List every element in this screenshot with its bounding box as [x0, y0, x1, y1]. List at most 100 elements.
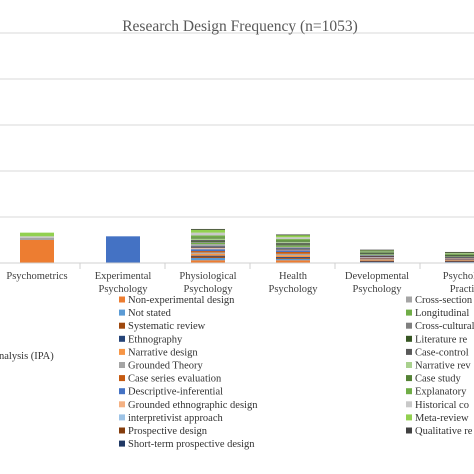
bar-segment: Psychology Practice – Ethnography: 1 — [445, 260, 474, 262]
legend-label: Cross-section — [415, 295, 473, 306]
bar-segment: Physiological Psychology – Cross-cultura… — [191, 241, 225, 243]
bar-segment: Psychology Practice – Historical co: 1 — [445, 252, 474, 254]
bar-segment: Psychology Practice – Case series evalua… — [445, 259, 474, 261]
bar-segment: Psychology Practice – Grounded Theory: 1 — [445, 259, 474, 261]
legend-label: Ethnography — [128, 334, 183, 345]
legend-swatch — [119, 296, 125, 303]
bar-segment: Health Psychology – interpretivist appro… — [276, 249, 310, 250]
legend-swatch — [119, 335, 125, 342]
legend-label: Case-control — [415, 347, 469, 358]
bar-segment: Physiological Psychology – Systematic re… — [191, 256, 225, 258]
bar-segment: Developmental Psychology – Meta-review: … — [360, 250, 394, 251]
bar-segment: Health Psychology – Case-control: 2 — [276, 242, 310, 244]
legend-item: Ethnography — [119, 334, 183, 345]
bar-segment: Psychology Practice – Explanatory: 1 — [445, 253, 474, 255]
legend-label: Historical co — [415, 400, 469, 411]
bar-segment: Health Psychology – Grounded Theory: 3 — [276, 253, 310, 256]
bar-segment: Health Psychology – Ethnography: 2 — [276, 257, 310, 258]
bar-segment: Psychology Practice – Literature re: 1 — [445, 255, 474, 256]
legend-swatch — [406, 309, 412, 316]
legend-swatch — [119, 309, 125, 316]
bar-segment: Developmental Psychology – Not stated: 1 — [360, 261, 394, 263]
legend-fragment-left: nalysis (IPA) — [0, 351, 54, 362]
legend-swatch — [406, 322, 412, 329]
bar-segment: Psychometrics – Meta-review: 8 — [20, 232, 54, 237]
bar-segment: Health Psychology – Longitudinal: 3 — [276, 245, 310, 247]
bar-segment: Health Psychology – Qualitative re: 1 — [276, 234, 310, 236]
bar-segment: Physiological Psychology – Case study: 3 — [191, 237, 225, 239]
bar-segment: Physiological Psychology – Qualitative r… — [191, 228, 225, 230]
legend-label: Explanatory — [415, 387, 467, 398]
bar-segment: Developmental Psychology – Descriptive-i… — [360, 257, 394, 259]
bars: Psychometrics – Non-experimental design:… — [20, 228, 474, 263]
legend-label: Qualitative re — [415, 426, 473, 437]
bar-segment: Physiological Psychology – Not stated: 5 — [191, 257, 225, 261]
bar-segment: Psychology Practice – Cross-section: 1 — [445, 256, 474, 258]
bar-segment: Health Psychology – Prospective design: … — [276, 248, 310, 250]
legend-item: Explanatory — [406, 387, 467, 398]
bar-segment: Psychology Practice – Grounded ethnograp… — [445, 258, 474, 260]
legend-swatch — [406, 414, 412, 421]
bar-segment: Psychology Practice – Narrative rev: 1 — [445, 254, 474, 256]
bar-segment: Physiological Psychology – Case-control:… — [191, 240, 225, 241]
bar-segment: Health Psychology – Descriptive-inferent… — [276, 250, 310, 252]
legend-item: Grounded ethnographic design — [119, 400, 258, 411]
legend: Non-experimental design Not stated Systema… — [119, 295, 474, 450]
legend-swatch — [406, 427, 412, 434]
bar-segment: Health Psychology – Short-term prospecti… — [276, 248, 310, 250]
legend-item: Prospective design — [119, 426, 208, 437]
legend-label: Descriptive-inferential — [128, 387, 223, 398]
bar-segment: Psychology Practice – interpretivist app… — [445, 257, 474, 259]
bar-segment: Psychology Practice – Prospective design… — [445, 257, 474, 259]
bar-segment: Psychology Practice – Short-term prospec… — [445, 257, 474, 258]
bar-segment: Developmental Psychology – Case series e… — [360, 258, 394, 260]
bar-segment: Developmental Psychology – Case-control:… — [360, 252, 394, 254]
x-tick-label: Psychometrics — [6, 271, 67, 282]
bar-segment: Developmental Psychology – Literature re… — [360, 252, 394, 254]
legend-item: Non-experimental design — [119, 295, 235, 306]
legend-label: Case study — [415, 374, 462, 385]
legend-swatch — [406, 296, 412, 303]
legend-item: Not stated — [119, 308, 172, 319]
legend-swatch — [119, 348, 125, 355]
legend-swatch — [406, 335, 412, 342]
x-tick-label: Developmental Psychology — [345, 271, 409, 295]
bar-segment: Physiological Psychology – Longitudinal:… — [191, 242, 225, 245]
legend-label: Narrative design — [128, 347, 198, 358]
legend-label: Case series evaluation — [128, 374, 222, 385]
bar-segment: Psychometrics – Cross-section: 5 — [20, 237, 54, 240]
x-tick-label: Physiological Psychology — [179, 271, 236, 295]
bar-segment: Developmental Psychology – Prospective d… — [360, 256, 394, 257]
legend-label: Systematic review — [128, 321, 206, 332]
legend-item: interpretivist approach — [119, 413, 224, 424]
bar-segment: Psychometrics – Historical co: 3 — [20, 236, 54, 238]
bar-segment: Psychology Practice – Case-control: 1 — [445, 254, 474, 256]
bar-segment: Physiological Psychology – Prospective d… — [191, 246, 225, 248]
bar-segment: Health Psychology – Historical co: 4 — [276, 237, 310, 240]
bar-segment: Physiological Psychology – Ethnography: … — [191, 255, 225, 257]
bar-segment: Physiological Psychology – Narrative des… — [191, 253, 225, 256]
bar-segment: Physiological Psychology – Descriptive-i… — [191, 249, 225, 252]
legend-label: interpretivist approach — [128, 413, 224, 424]
bar-segment: Health Psychology – Cross-section: 3 — [276, 246, 310, 249]
x-tick-labels: Psychometrics Experimental Psychology Physi… — [6, 263, 474, 295]
bar-segment: Physiological Psychology – Grounded Theo… — [191, 252, 225, 254]
legend-swatch — [119, 414, 125, 421]
bar-segment: Psychology Practice – Not stated: 1 — [445, 261, 474, 263]
bar-segment: Physiological Psychology – Literature re… — [191, 240, 225, 242]
legend-label: Non-experimental design — [128, 295, 235, 306]
legend-label: Not stated — [128, 308, 172, 319]
bar-segment: Health Psychology – Systematic review: 2 — [276, 257, 310, 259]
bar-segment: Health Psychology – Case study: 3 — [276, 240, 310, 242]
legend-swatch — [119, 375, 125, 382]
bar-segment: Developmental Psychology – Short-term pr… — [360, 255, 394, 257]
bar-segment: Developmental Psychology – Cross-section… — [360, 254, 394, 256]
bar-segment: Health Psychology – Cross-cultural: 2 — [276, 244, 310, 246]
bar-segment: Developmental Psychology – Historical co… — [360, 250, 394, 252]
bar-segment: Developmental Psychology – Narrative des… — [360, 259, 394, 261]
legend-label: Meta-review — [415, 413, 469, 424]
legend-item: Longitudinal — [406, 308, 469, 319]
bar-segment: Psychology Practice – Cross-cultural: 1 — [445, 255, 474, 257]
legend-item: Case series evaluation — [119, 374, 222, 385]
